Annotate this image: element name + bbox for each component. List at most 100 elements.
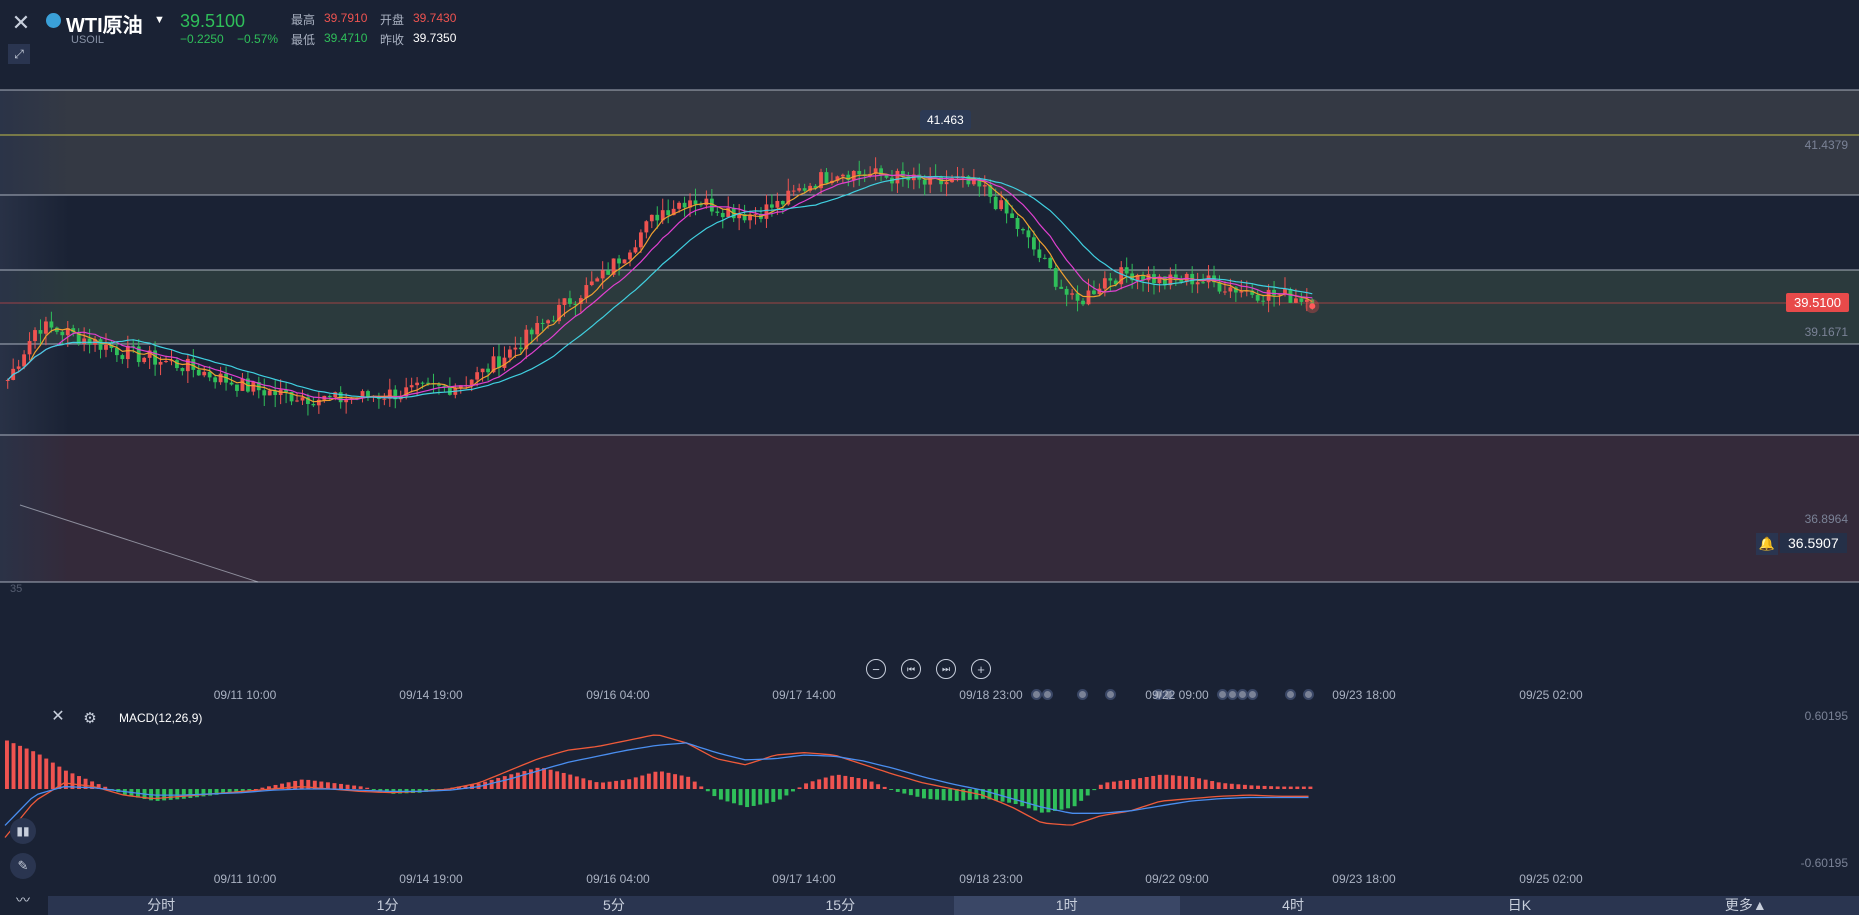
candle-body <box>1304 299 1309 302</box>
tab-timeframe[interactable]: 5分 <box>603 897 625 913</box>
candle-body <box>600 270 605 279</box>
tab-timeframe[interactable]: 日K <box>1507 897 1532 913</box>
tab-timeframe[interactable]: 4时 <box>1282 897 1304 913</box>
candle-body <box>1173 274 1178 280</box>
macd-bar <box>1072 789 1077 807</box>
tab-timeframe[interactable]: 15分 <box>825 897 856 913</box>
event-marker-icon[interactable] <box>1163 689 1174 700</box>
candle-body <box>769 204 774 208</box>
macd-bar <box>24 748 29 789</box>
candle-body <box>557 304 561 322</box>
macd-close-button[interactable]: ✕ <box>48 706 68 726</box>
zoom-in-button[interactable]: + <box>971 659 991 679</box>
alert-bell-icon[interactable]: 🔔 <box>1756 533 1778 555</box>
candle-body <box>109 344 114 348</box>
macd-bar <box>1111 781 1116 789</box>
macd-bar <box>168 789 173 800</box>
candle-body <box>764 204 769 219</box>
symbol-dropdown-icon[interactable]: ▼ <box>154 14 165 26</box>
candle-body <box>458 385 463 389</box>
macd-bar <box>980 789 985 799</box>
indicator-tool-button[interactable]: ▮▮ <box>10 818 36 844</box>
macd-bar <box>345 784 350 789</box>
candle-body <box>387 389 392 399</box>
macd-bar <box>1105 782 1110 789</box>
macd-bar <box>627 779 632 789</box>
macd-bar <box>253 788 258 790</box>
candle-body <box>33 330 37 342</box>
candle-body <box>709 198 714 212</box>
event-marker-icon[interactable] <box>1303 689 1314 700</box>
collapse-button[interactable]: ⤢ <box>8 44 30 64</box>
macd-bar <box>214 789 219 795</box>
candle-body <box>655 214 660 221</box>
low-label: 最低 <box>291 33 316 47</box>
candle-body <box>578 298 583 304</box>
candle-body <box>638 232 643 248</box>
candle-body <box>207 371 212 378</box>
macd-bar <box>587 780 592 789</box>
time-tick-label: 09/16 04:00 <box>586 688 650 702</box>
candle-body <box>1299 298 1304 302</box>
zoom-out-button[interactable]: − <box>866 659 886 679</box>
close-button[interactable]: ✕ <box>8 10 34 36</box>
macd-bar <box>686 776 691 789</box>
time-tick-label: 09/16 04:00 <box>586 872 650 886</box>
candle-body <box>786 190 791 205</box>
candle-body <box>540 322 545 324</box>
draw-tool-button[interactable]: ✎ <box>10 853 36 879</box>
macd-bar <box>1138 778 1143 789</box>
macd-bar <box>201 789 206 797</box>
macd-bar <box>529 769 533 789</box>
macd-bar <box>240 789 245 792</box>
symbol-name[interactable]: WTI原油 <box>66 15 143 37</box>
event-marker-icon[interactable] <box>1031 689 1042 700</box>
time-tick-label: 09/23 18:00 <box>1332 688 1396 702</box>
event-marker-icon[interactable] <box>1105 689 1116 700</box>
candle-body <box>306 397 310 404</box>
event-marker-icon[interactable] <box>1285 689 1296 700</box>
prev-close-label: 昨收 <box>380 33 405 47</box>
candle-body <box>628 252 632 260</box>
macd-bar <box>247 789 252 791</box>
macd-bar <box>928 789 933 800</box>
open-label: 开盘 <box>380 13 405 27</box>
scroll-end-button[interactable]: ⏭ <box>936 659 956 679</box>
macd-bar <box>1157 774 1162 789</box>
candle-body <box>38 330 43 334</box>
candle-body <box>1037 249 1042 258</box>
tab-timeframe[interactable]: 更多▲ <box>1724 897 1767 913</box>
macd-bar <box>823 777 828 789</box>
candle-body <box>1031 237 1036 250</box>
macd-bar <box>234 789 239 793</box>
last-price: 39.5100 <box>180 11 246 31</box>
candle-body <box>971 178 976 185</box>
price-chart[interactable] <box>0 0 1859 600</box>
macd-bar <box>18 745 23 789</box>
tab-timeframe[interactable]: 1时 <box>953 896 1180 915</box>
trend-tool-button[interactable]: 〰 <box>10 887 36 913</box>
tab-timeframe[interactable]: 分时 <box>147 897 176 913</box>
event-marker-icon[interactable] <box>1247 689 1258 700</box>
scroll-start-button[interactable]: ⏮ <box>901 659 921 679</box>
macd-bar <box>804 783 809 789</box>
macd-settings-button[interactable]: ⚙ <box>80 708 100 728</box>
macd-bar <box>509 774 514 789</box>
candle-body <box>589 281 594 286</box>
event-marker-icon[interactable] <box>1077 689 1088 700</box>
tab-timeframe[interactable]: 1分 <box>376 897 399 913</box>
candle-body <box>22 354 27 367</box>
candle-body <box>262 390 267 396</box>
candle-body <box>1201 282 1206 284</box>
alert-price[interactable]: 36.5907 <box>1780 533 1847 553</box>
candle-body <box>158 361 163 365</box>
macd-bar <box>312 780 317 789</box>
candle-body <box>900 170 905 177</box>
candle-body <box>715 211 720 213</box>
event-marker-icon[interactable] <box>1042 689 1053 700</box>
candle-body <box>1124 267 1129 274</box>
trend-icon: 〰 <box>16 892 30 908</box>
macd-axis-top: 0.60195 <box>1804 709 1848 723</box>
macd-bar <box>1020 789 1025 807</box>
